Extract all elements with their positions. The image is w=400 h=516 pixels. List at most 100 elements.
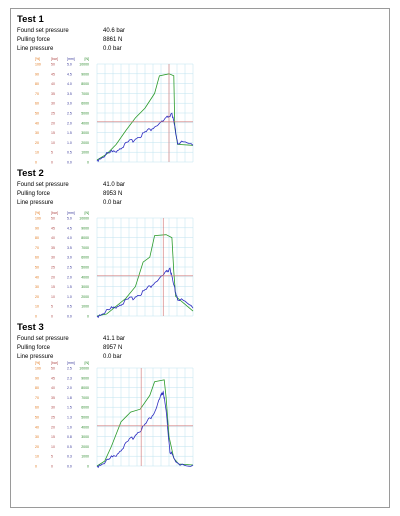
tick-label: 8000 [81,82,89,86]
tick-label: 40 [51,236,55,240]
test-section: Test 2 Found set pressure 41.0 bar Pulli… [17,168,387,319]
tick-label: 40 [35,121,39,125]
tick-label: 0.5 [67,151,72,155]
tick-label: 60 [35,102,39,106]
pressure-series-line [96,267,194,319]
tick-label: 10000 [79,63,89,67]
tick-label: 2.0 [67,121,72,125]
tick-label: 30 [51,406,55,410]
tick-label: 0 [51,161,53,165]
tick-label: 3.5 [67,92,72,96]
test-chart: [%] [bar] [mm] [N]1009080706050403020100504… [35,361,194,469]
tick-label: 90 [35,376,39,380]
line-pressure-value: 0.0 bar [103,200,122,206]
tick-label: 0 [35,465,37,469]
tick-label: 4.5 [67,72,72,76]
tick-label: 50 [35,266,39,270]
tick-label: 2000 [81,445,89,449]
tick-label: 10 [51,295,55,299]
axis-header: [%] [35,57,40,61]
test-section: Test 3 Found set pressure 41.1 bar Pulli… [17,322,387,469]
tick-label: 2.5 [67,266,72,270]
tick-label: 1.0 [67,425,72,429]
tick-label: 4.0 [67,236,72,240]
axis-header: [mm] [67,361,75,365]
tick-label: 60 [35,406,39,410]
tick-label: 50 [51,217,55,221]
tick-label: 5000 [81,416,89,420]
tick-label: 3.5 [67,246,72,250]
tick-label: 0.0 [67,465,72,469]
axis-header: [N] [85,57,90,61]
tick-label: 30 [35,285,39,289]
tick-label: 3000 [81,131,89,135]
pressure-series-line [96,390,194,469]
tick-label: 30 [35,131,39,135]
tick-label: 0 [35,315,37,319]
tick-label: 50 [35,416,39,420]
tick-label: 3.0 [67,256,72,260]
tick-label: 20 [35,445,39,449]
tick-label: 4000 [81,121,89,125]
tick-label: 2.5 [67,367,72,371]
tick-label: 45 [51,72,55,76]
tick-label: 4.0 [67,82,72,86]
tick-label: 5.0 [67,217,72,221]
tick-label: 9000 [81,72,89,76]
tick-label: 0 [87,315,89,319]
tick-label: 5.0 [67,63,72,67]
tick-label: 0 [51,315,53,319]
tick-label: 15 [51,435,55,439]
line-pressure-row: Line pressure 0.0 bar [17,45,387,54]
tick-label: 0 [87,465,89,469]
tick-label: 20 [35,295,39,299]
tick-label: 0.5 [67,305,72,309]
tick-label: 1000 [81,455,89,459]
pulling-force-label: Pulling force [17,37,51,43]
line-pressure-label: Line pressure [17,200,54,206]
tick-label: 50 [51,367,55,371]
tick-label: 4.5 [67,226,72,230]
tick-label: 2.3 [67,376,72,380]
page-frame [10,8,390,508]
tick-label: 25 [51,266,55,270]
tick-label: 2000 [81,141,89,145]
tick-label: 7000 [81,92,89,96]
tick-label: 40 [35,275,39,279]
tick-label: 10000 [79,367,89,371]
tick-label: 3.0 [67,102,72,106]
tick-label: 100 [35,63,41,67]
tick-label: 15 [51,285,55,289]
found-set-pressure-label: Found set pressure [17,336,69,342]
tick-label: 10 [35,151,39,155]
tick-label: 9000 [81,226,89,230]
tick-label: 20 [51,121,55,125]
axis-header: [bar] [51,57,58,61]
line-pressure-value: 0.0 bar [103,354,122,360]
tick-label: 70 [35,246,39,250]
tick-label: 5000 [81,112,89,116]
tick-label: 35 [51,396,55,400]
tick-label: 2000 [81,295,89,299]
tick-label: 0 [35,161,37,165]
tick-label: 0.8 [67,435,72,439]
tick-label: 40 [51,386,55,390]
tick-label: 2.0 [67,275,72,279]
tick-label: 70 [35,92,39,96]
axis-header: [%] [35,211,40,215]
test-title: Test 3 [17,322,44,333]
tick-label: 5 [51,151,53,155]
line-pressure-row: Line pressure 0.0 bar [17,199,387,208]
tick-label: 25 [51,416,55,420]
chart-grid [96,217,194,317]
tick-label: 40 [51,82,55,86]
pulling-force-value: 8957 N [103,345,123,351]
tick-label: 45 [51,226,55,230]
tick-label: 1.0 [67,295,72,299]
pressure-series-line [96,112,194,163]
tick-label: 8000 [81,236,89,240]
tick-label: 20 [35,141,39,145]
tick-label: 70 [35,396,39,400]
tick-label: 10 [51,141,55,145]
tick-label: 1.3 [67,416,72,420]
